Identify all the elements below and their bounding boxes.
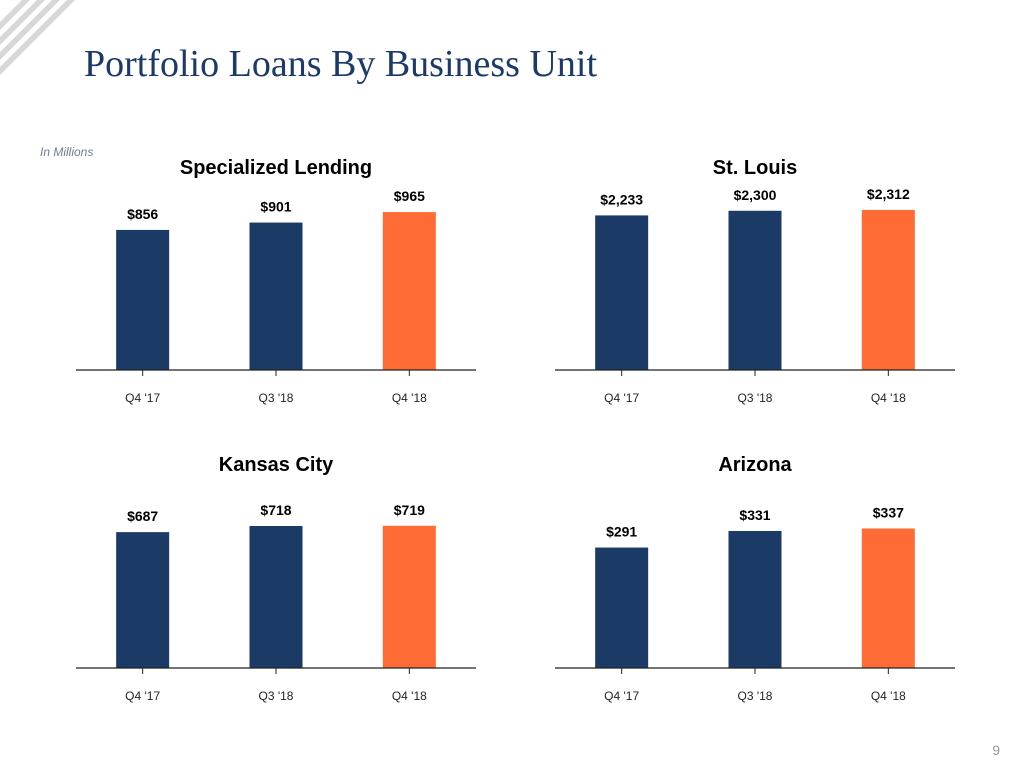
tick-label: Q4 '18: [392, 689, 427, 703]
chart-title: Arizona: [718, 454, 792, 476]
data-label: $337: [873, 504, 904, 520]
chart-title: St. Louis: [713, 157, 797, 179]
data-label: $965: [394, 188, 425, 204]
data-label: $291: [606, 524, 637, 540]
bar: [116, 532, 170, 668]
units-note: In Millions: [40, 145, 94, 159]
data-label: $2,312: [867, 186, 910, 202]
data-label: $856: [127, 206, 158, 222]
company-logo-icon: [0, 0, 75, 75]
chart-title: Specialized Lending: [180, 157, 372, 179]
bar: [861, 528, 915, 668]
bar: [728, 210, 782, 370]
data-label: $687: [127, 508, 158, 524]
bar: [595, 215, 649, 370]
tick-label: Q3 '18: [738, 689, 773, 703]
tick-label: Q4 '18: [392, 391, 427, 405]
tick-label: Q3 '18: [259, 391, 294, 405]
bar: [861, 209, 915, 370]
bar: [249, 222, 303, 370]
bar: [116, 229, 170, 370]
tick-label: Q4 '17: [125, 391, 160, 405]
data-label: $718: [260, 502, 291, 518]
tick-label: Q4 '17: [604, 391, 639, 405]
data-label: $901: [260, 199, 291, 215]
bar: [382, 525, 436, 668]
tick-label: Q4 '18: [871, 391, 906, 405]
bar: [382, 212, 436, 370]
bar: [728, 530, 782, 668]
tick-label: Q4 '17: [125, 689, 160, 703]
page-title: Portfolio Loans By Business Unit: [84, 43, 598, 85]
data-label: $719: [394, 502, 425, 518]
tick-label: Q4 '17: [604, 689, 639, 703]
tick-label: Q3 '18: [738, 391, 773, 405]
data-label: $2,300: [734, 187, 777, 203]
data-label: $331: [739, 507, 770, 523]
tick-label: Q4 '18: [871, 689, 906, 703]
bar: [249, 525, 303, 668]
page-number: 9: [992, 742, 1000, 758]
chart-title: Kansas City: [219, 454, 334, 476]
bar: [595, 547, 649, 668]
data-label: $2,233: [600, 191, 643, 207]
tick-label: Q3 '18: [259, 689, 294, 703]
